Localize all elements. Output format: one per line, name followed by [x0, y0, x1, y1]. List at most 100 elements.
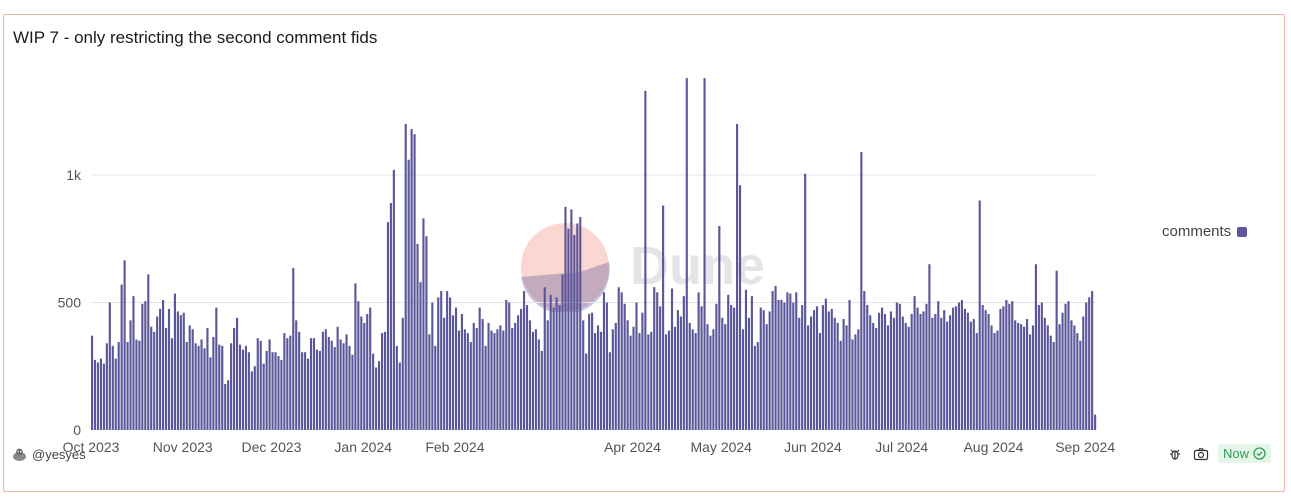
bar [863, 291, 866, 430]
chart-title: WIP 7 - only restricting the second comm… [13, 28, 378, 47]
bar [718, 226, 721, 430]
bar [854, 334, 857, 431]
bar [1031, 325, 1035, 430]
bar [472, 322, 475, 430]
bar [277, 356, 280, 430]
bar [667, 330, 671, 430]
bar [392, 169, 395, 430]
bar [623, 303, 626, 430]
bar [1023, 326, 1026, 430]
bar [505, 299, 508, 430]
bar [993, 333, 996, 430]
bar [164, 328, 168, 430]
bar [443, 317, 446, 430]
bar [579, 217, 582, 430]
x-tick-label: Jan 2024 [334, 439, 392, 455]
bar [665, 334, 668, 431]
bar [981, 305, 984, 430]
footer-actions: Now [1166, 444, 1271, 463]
bar [827, 311, 830, 430]
bar [1002, 306, 1005, 430]
bar [940, 317, 943, 430]
bar [638, 333, 641, 430]
bar [712, 329, 715, 430]
bar [446, 291, 449, 430]
bar [262, 363, 265, 430]
bar [656, 292, 659, 430]
x-tick-label: Feb 2024 [425, 439, 484, 455]
bar [147, 274, 150, 430]
bar [274, 352, 277, 430]
bar [1055, 270, 1058, 431]
bar [685, 78, 688, 430]
bar [197, 345, 200, 430]
bar [493, 333, 496, 430]
bar [280, 359, 283, 431]
x-tick-label: Aug 2024 [963, 439, 1023, 455]
bar [315, 349, 318, 430]
bar [179, 315, 182, 430]
bar [916, 307, 919, 430]
bar [363, 322, 366, 430]
user-avatar-icon [12, 448, 27, 461]
bar [836, 322, 839, 430]
bar [582, 320, 585, 430]
bar [730, 305, 733, 430]
bar [807, 325, 810, 430]
bar [265, 350, 268, 430]
bar [230, 343, 233, 430]
bar [747, 317, 750, 430]
bar [1082, 316, 1085, 430]
bar [1037, 305, 1040, 430]
bar [380, 333, 384, 430]
x-tick-label: Dec 2023 [242, 439, 302, 455]
bar [966, 312, 969, 430]
bar [721, 317, 724, 430]
bar [1046, 325, 1049, 430]
bar [913, 296, 916, 431]
bar [185, 342, 188, 430]
bar [904, 322, 907, 430]
bar [818, 333, 821, 430]
bar [641, 312, 644, 430]
bar [647, 334, 650, 431]
bar [348, 345, 351, 430]
bar [511, 328, 514, 430]
bar [375, 367, 378, 430]
author-info[interactable]: @yesyes [12, 447, 86, 462]
status-badge[interactable]: Now [1217, 444, 1271, 463]
legend[interactable]: comments [1162, 223, 1248, 240]
bar [1067, 301, 1070, 430]
bar [937, 301, 940, 430]
bar [673, 326, 677, 430]
camera-icon[interactable] [1192, 445, 1210, 463]
bar [875, 328, 878, 430]
bar [756, 342, 759, 430]
bar [768, 311, 771, 430]
bar [304, 352, 307, 430]
bar [679, 316, 682, 430]
legend-swatch [1237, 226, 1248, 237]
bar [517, 315, 520, 430]
bar [170, 338, 174, 430]
bar [268, 339, 271, 430]
bug-icon[interactable] [1166, 445, 1184, 463]
bar [318, 350, 321, 430]
bar [883, 313, 887, 430]
author-name[interactable]: @yesyes [32, 447, 86, 462]
bar [697, 292, 700, 430]
bar [120, 284, 123, 430]
bar [842, 319, 845, 430]
bar [478, 307, 481, 430]
bar [173, 293, 176, 430]
bar [259, 340, 262, 430]
bar [153, 331, 156, 430]
bar [741, 329, 745, 430]
bar [227, 380, 230, 430]
bar [96, 362, 100, 430]
bar [398, 362, 401, 430]
bar [422, 218, 425, 430]
bar [759, 307, 762, 430]
bar [789, 293, 792, 430]
bar [694, 333, 697, 430]
